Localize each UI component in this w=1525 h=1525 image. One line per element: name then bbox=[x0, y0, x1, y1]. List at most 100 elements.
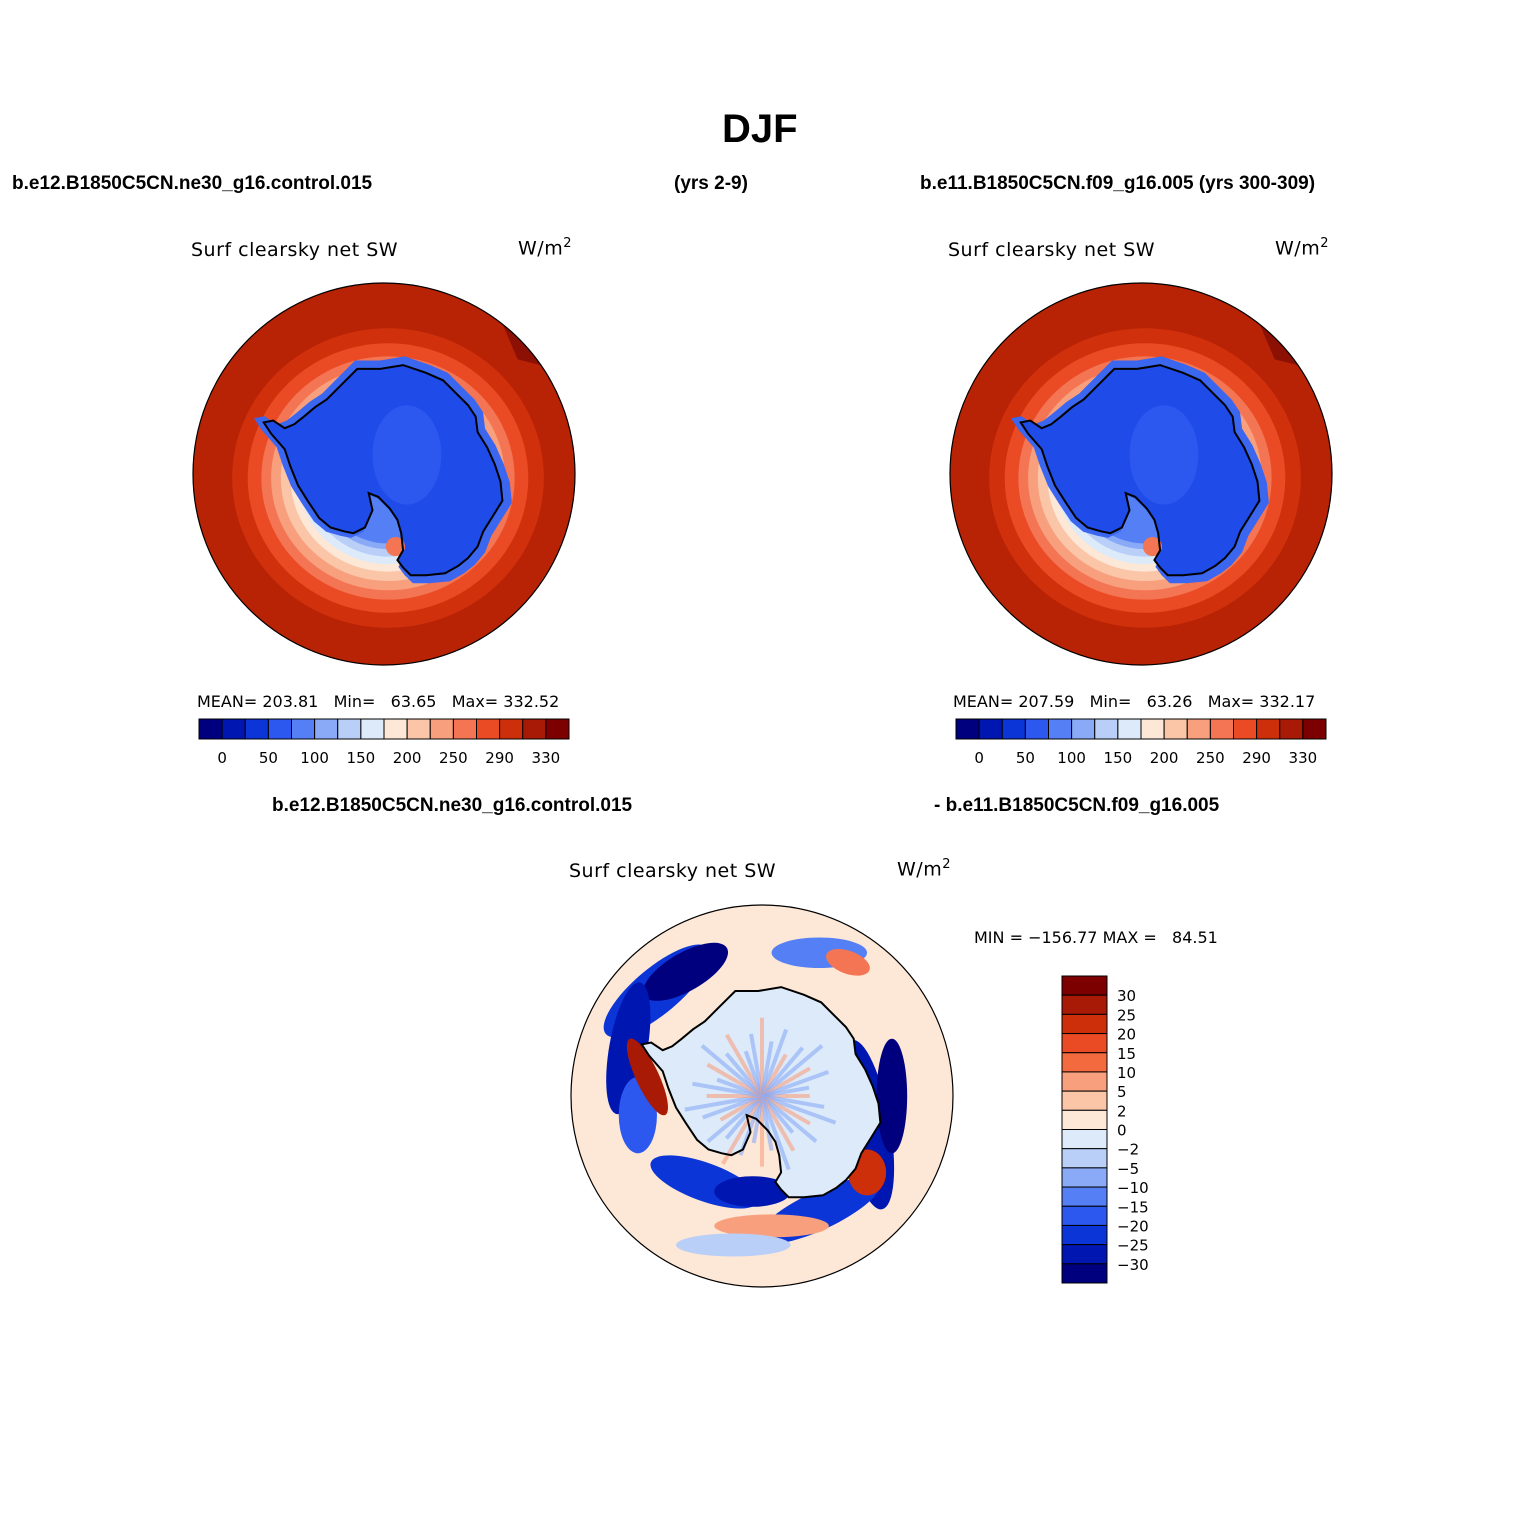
panel3-units-label: W/m2 bbox=[897, 857, 951, 880]
colorbar-tick-label: −15 bbox=[1117, 1198, 1149, 1216]
field-streak bbox=[724, 1033, 764, 1098]
colorbar-box bbox=[337, 718, 362, 740]
panel1-min-value: 63.65 bbox=[390, 692, 437, 711]
coastline bbox=[640, 986, 882, 1199]
panel1-mean-label: MEAN= bbox=[197, 692, 258, 711]
colorbar-tick-label: 250 bbox=[1196, 749, 1225, 767]
colorbar-tick-label: 290 bbox=[485, 749, 514, 767]
colorbar-tick-label: −30 bbox=[1117, 1256, 1149, 1274]
colorbar-box bbox=[383, 718, 408, 740]
field-streak bbox=[692, 1081, 763, 1098]
colorbar-tick-label: 250 bbox=[439, 749, 468, 767]
panel2-units-sup: 2 bbox=[1320, 236, 1329, 251]
header-top-right: b.e11.B1850C5CN.f09_g16.005 (yrs 300-309… bbox=[920, 173, 1316, 194]
colorbar-box bbox=[1117, 718, 1142, 740]
header-top-center: (yrs 2-9) bbox=[674, 173, 748, 194]
panel2-units: W/m bbox=[1275, 237, 1321, 260]
colorbar-box bbox=[1061, 1244, 1108, 1265]
panel1-mean-value: 203.81 bbox=[262, 692, 319, 711]
polar-map-1 bbox=[192, 282, 576, 666]
colorbar-1: 0 50 100 150 200 250 290 330 bbox=[198, 718, 570, 767]
field-anomaly bbox=[676, 1233, 791, 1257]
panel3-units: W/m bbox=[897, 858, 943, 881]
field-streak bbox=[760, 1044, 824, 1098]
colorbar-box bbox=[1024, 718, 1049, 740]
colorbar-box bbox=[1256, 718, 1281, 740]
colorbar-tick-label: 290 bbox=[1242, 749, 1271, 767]
panel2-mean-label: MEAN= bbox=[953, 692, 1014, 711]
colorbar-box bbox=[1061, 1090, 1108, 1111]
colorbar-tick-label: 25 bbox=[1117, 1006, 1136, 1024]
coastline bbox=[1019, 364, 1261, 577]
field-patch bbox=[385, 537, 406, 557]
panel1-variable-label: Surf clearsky net SW bbox=[191, 239, 399, 261]
field-anomaly bbox=[876, 1038, 908, 1154]
colorbar-tick-label: −20 bbox=[1117, 1217, 1149, 1235]
field-streak bbox=[760, 1094, 818, 1143]
colorbar-tick-label: 150 bbox=[347, 749, 376, 767]
colorbar-tick-label: −2 bbox=[1117, 1141, 1139, 1159]
field-streak bbox=[761, 1094, 837, 1125]
field-streak bbox=[684, 1094, 763, 1112]
header-bottom-left: b.e12.B1850C5CN.ne30_g16.control.015 bbox=[272, 795, 633, 816]
colorbar-box bbox=[1061, 1205, 1108, 1226]
colorbar-tick-label: −25 bbox=[1117, 1237, 1149, 1255]
colorbar-box bbox=[291, 718, 316, 740]
colorbar-tick-label: 30 bbox=[1117, 987, 1136, 1005]
colorbar-box bbox=[1163, 718, 1188, 740]
panel1-min-label: Min= bbox=[333, 692, 376, 711]
field-streak bbox=[761, 1085, 810, 1098]
field-streak bbox=[700, 1044, 764, 1098]
polar-map-2 bbox=[949, 282, 1333, 666]
colorbar-box bbox=[360, 718, 385, 740]
field-anomaly bbox=[714, 1214, 829, 1238]
colorbar-box bbox=[221, 718, 246, 740]
panel2-variable-label: Surf clearsky net SW bbox=[948, 239, 1156, 261]
colorbar-tick-label: 100 bbox=[300, 749, 329, 767]
colorbar-tick-label: 50 bbox=[1016, 749, 1035, 767]
map-border bbox=[949, 282, 1333, 666]
panel1-max-label: Max= bbox=[451, 692, 499, 711]
colorbar-box bbox=[1061, 1033, 1108, 1054]
panel2-units-label: W/m2 bbox=[1275, 236, 1329, 259]
colorbar-box bbox=[1061, 1129, 1108, 1150]
field-streak bbox=[760, 1028, 789, 1097]
panel1-units-label: W/m2 bbox=[518, 236, 572, 259]
panel3-variable-label: Surf clearsky net SW bbox=[569, 860, 777, 882]
header-bottom-right: - b.e11.B1850C5CN.f09_g16.005 bbox=[934, 795, 1220, 816]
header-top-left: b.e12.B1850C5CN.ne30_g16.control.015 bbox=[12, 173, 373, 194]
colorbar-box bbox=[1061, 1263, 1108, 1284]
field-anomaly bbox=[643, 942, 729, 1001]
colorbar-tick-label: 0 bbox=[974, 749, 984, 767]
field-streak bbox=[760, 1095, 791, 1171]
panel2-max-label: Max= bbox=[1207, 692, 1255, 711]
map-field bbox=[193, 283, 575, 665]
colorbar-box bbox=[978, 718, 1003, 740]
panel2-max-value: 332.17 bbox=[1259, 692, 1316, 711]
colorbar-tick-label: 200 bbox=[393, 749, 422, 767]
panel3-min-label: MIN = bbox=[974, 928, 1023, 947]
colorbar-box bbox=[1071, 718, 1096, 740]
field-streak bbox=[721, 1094, 764, 1165]
panel1-max-value: 332.52 bbox=[503, 692, 560, 711]
colorbar-box bbox=[499, 718, 524, 740]
colorbar-box bbox=[476, 718, 501, 740]
field-band bbox=[1129, 405, 1199, 505]
colorbar-box bbox=[1001, 718, 1026, 740]
page-title: DJF bbox=[722, 107, 798, 151]
colorbar-box bbox=[1061, 975, 1108, 996]
panel3-units-sup: 2 bbox=[942, 857, 951, 872]
colorbar-tick-label: −5 bbox=[1117, 1160, 1139, 1178]
field-anomaly bbox=[626, 1038, 668, 1116]
colorbar-box bbox=[244, 718, 269, 740]
colorbar-tick-label: 5 bbox=[1117, 1083, 1127, 1101]
field-patch bbox=[1142, 537, 1163, 557]
panel1-units-sup: 2 bbox=[563, 236, 572, 251]
colorbar-tick-label: 15 bbox=[1117, 1045, 1136, 1063]
colorbar-box bbox=[1140, 718, 1165, 740]
colorbar-box bbox=[1048, 718, 1073, 740]
colorbar-tick-label: 10 bbox=[1117, 1064, 1136, 1082]
